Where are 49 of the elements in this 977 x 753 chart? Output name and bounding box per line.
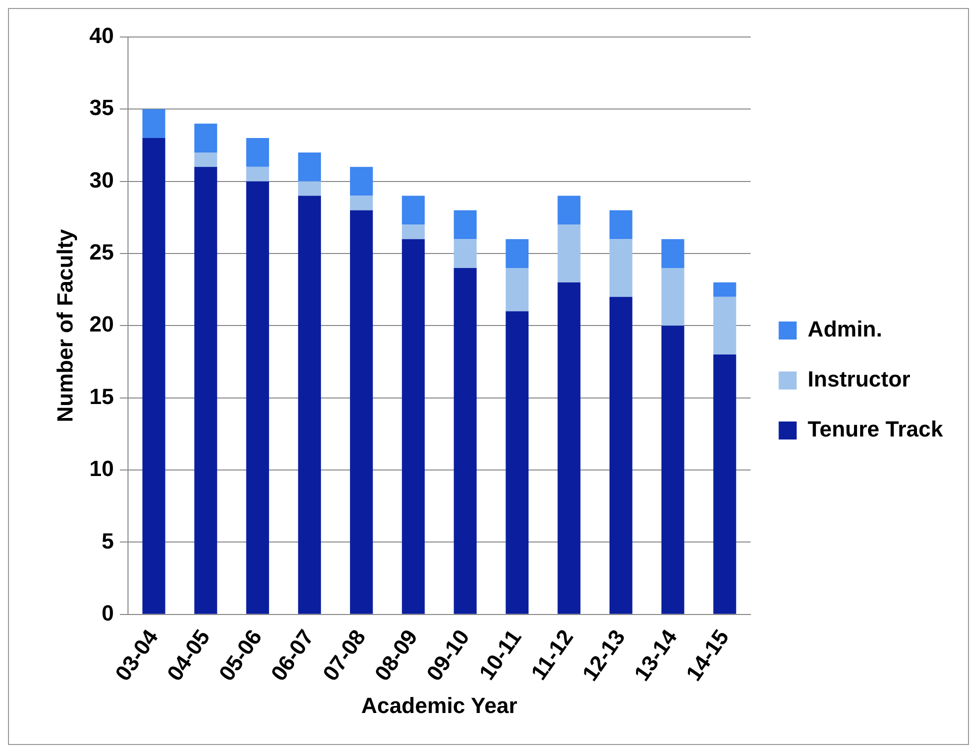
y-tick-label: 40 <box>89 23 114 48</box>
bar <box>246 181 270 614</box>
bar <box>350 196 373 210</box>
y-tick-label: 0 <box>102 600 114 626</box>
bar <box>558 224 580 282</box>
bar <box>506 268 529 312</box>
bar <box>402 239 425 614</box>
bar <box>142 138 166 614</box>
y-tick-label: 5 <box>102 528 114 554</box>
bar <box>298 181 321 196</box>
bar <box>246 166 270 182</box>
x-axis-title: Academic Year <box>361 692 518 718</box>
bar <box>610 296 632 614</box>
bar <box>506 311 529 614</box>
bar <box>610 239 632 297</box>
bar <box>402 196 425 225</box>
bar <box>402 224 425 240</box>
y-tick-label: 10 <box>89 456 114 482</box>
bar <box>713 282 736 297</box>
bar <box>454 268 477 614</box>
bar <box>298 152 321 182</box>
bar <box>506 239 529 268</box>
y-tick-label: 30 <box>89 167 114 192</box>
y-tick-label: 20 <box>89 312 114 337</box>
bar <box>350 166 373 196</box>
bar <box>661 326 684 614</box>
bar <box>298 196 321 614</box>
bar <box>142 109 166 138</box>
legend-label: Instructor <box>808 366 911 392</box>
bar <box>661 268 684 326</box>
bar <box>194 152 218 167</box>
bar <box>610 210 632 240</box>
y-tick-label: 35 <box>89 95 114 120</box>
bar <box>558 196 580 225</box>
bar <box>454 210 477 240</box>
y-tick-label: 25 <box>89 240 114 265</box>
bar <box>194 166 218 614</box>
bar <box>558 282 580 614</box>
bar <box>246 138 270 167</box>
legend-label: Admin. <box>808 316 882 342</box>
bar <box>713 296 736 355</box>
y-tick-label: 15 <box>89 384 114 409</box>
legend-label: Tenure Track <box>808 416 944 442</box>
bar <box>350 210 373 614</box>
y-axis-title: Number of Faculty <box>52 228 78 422</box>
bar <box>713 354 736 614</box>
bar <box>454 239 477 268</box>
bar <box>194 124 218 152</box>
bar <box>661 239 684 268</box>
